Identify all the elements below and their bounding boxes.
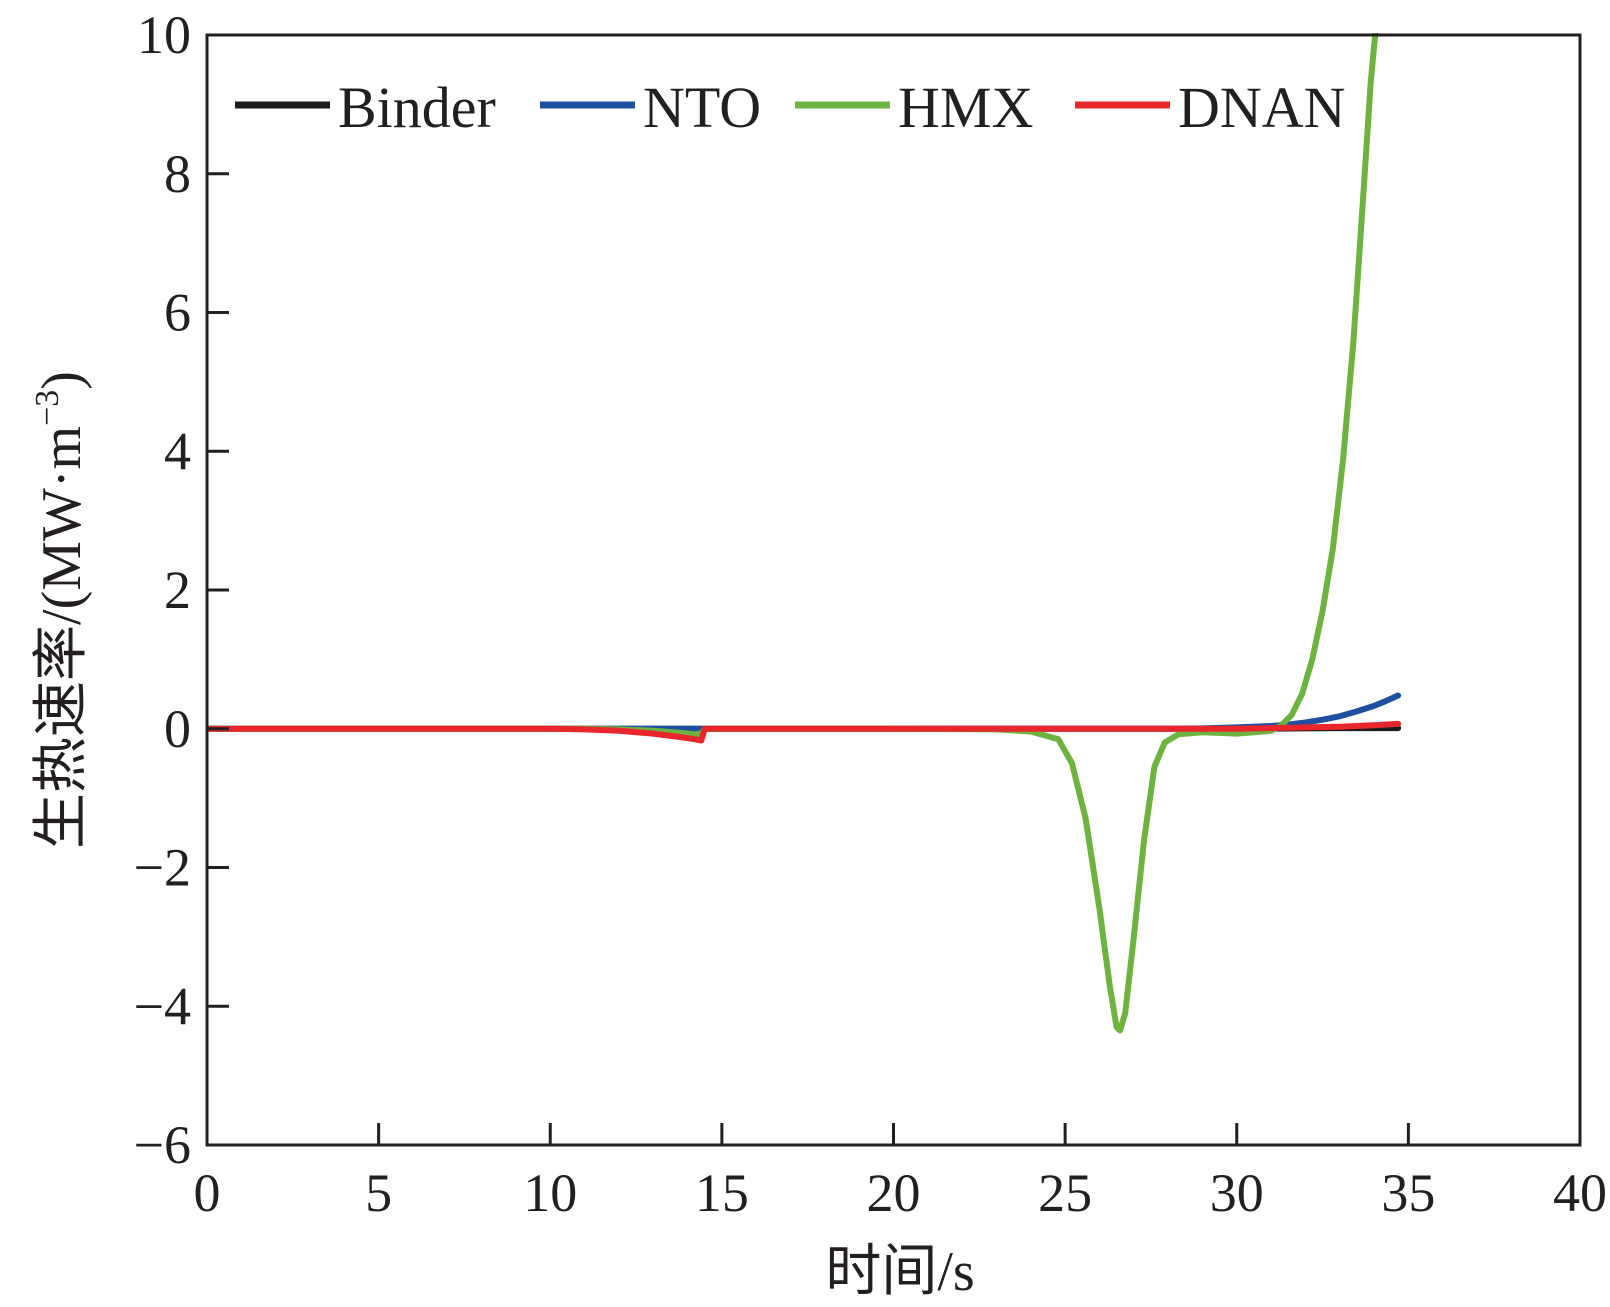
y-tick-label: −4 [134,976,191,1036]
y-tick-label: −2 [134,838,191,898]
legend: Binder NTO HMX DNAN [235,75,1346,140]
y-tick-label: 6 [164,283,191,343]
y-tick-label: 4 [164,421,191,481]
x-tick-label: 25 [1038,1163,1092,1223]
y-axis-title-main: 生热速率/(MW·m [31,426,93,849]
y-tick-label: 10 [137,5,191,65]
y-axis-title-close: ) [31,371,93,390]
legend-label-dnan: DNAN [1178,75,1346,140]
x-tick-label: 5 [365,1163,392,1223]
y-tick-label: −6 [134,1115,191,1175]
series-line-nto [207,692,1402,732]
y-tick-label: 8 [164,144,191,204]
x-tick-label: 10 [523,1163,577,1223]
x-tick-label: 15 [695,1163,749,1223]
x-tick-label: 30 [1210,1163,1264,1223]
x-tick-label: 20 [867,1163,921,1223]
axes-layer: 0 5 10 15 20 25 30 35 40 −6 −4 −2 0 2 4 6 8 10 [134,5,1607,1223]
legend-label-nto: NTO [643,75,761,140]
legend-label-hmx: HMX [898,75,1033,140]
y-tick-label: 0 [164,699,191,759]
plot-frame [205,33,1582,1147]
y-axis-title: 生热速率/(MW·m−3) [29,371,93,849]
x-axis-title: 时间/s [825,1241,974,1303]
y-tick-label: 2 [164,560,191,620]
x-tick-label: 40 [1553,1163,1607,1223]
series-layer [207,33,1402,1034]
series-line-dnan [207,720,1402,744]
legend-label-binder: Binder [338,75,496,140]
x-tick-label: 0 [194,1163,221,1223]
series-line-hmx [207,33,1379,1034]
y-axis-title-superscript: −3 [29,390,66,426]
x-tick-label: 35 [1381,1163,1435,1223]
